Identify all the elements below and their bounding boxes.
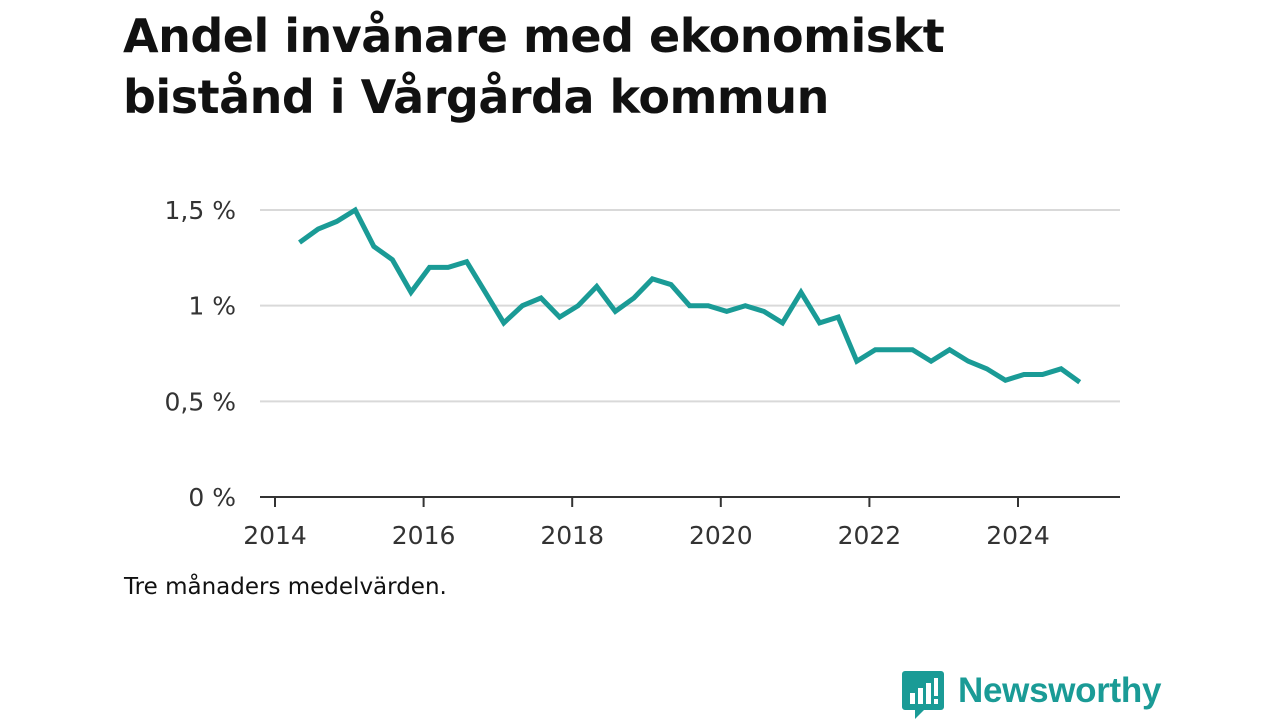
y-tick-label: 1 % bbox=[188, 292, 236, 321]
gridlines bbox=[260, 209, 1120, 507]
y-tick-label: 0 % bbox=[188, 483, 236, 512]
series-layer bbox=[298, 206, 1082, 385]
chat-bar-chart-icon bbox=[902, 671, 944, 719]
x-axis-tick-labels: 2014 2016 2018 2020 2022 2024 bbox=[243, 521, 1050, 550]
chart-note: Tre månaders medelvärden. bbox=[124, 574, 447, 600]
x-tick-label: 2018 bbox=[540, 521, 604, 550]
brand-name: Newsworthy bbox=[958, 671, 1162, 710]
x-tick-label: 2016 bbox=[392, 521, 456, 550]
series-line bbox=[298, 206, 1082, 385]
y-axis-tick-labels: 0 % 0,5 % 1 % 1,5 % bbox=[165, 196, 236, 512]
x-tick-label: 2022 bbox=[838, 521, 902, 550]
y-tick-label: 0,5 % bbox=[165, 387, 236, 416]
newsworthy-logo[interactable]: Newsworthy bbox=[902, 671, 1162, 719]
y-tick-label: 1,5 % bbox=[165, 196, 236, 225]
x-tick-label: 2024 bbox=[986, 521, 1050, 550]
x-tick-label: 2020 bbox=[689, 521, 753, 550]
chart-title: Andel invånare med ekonomiskt bistånd i … bbox=[123, 9, 945, 124]
x-tick-label: 2014 bbox=[243, 521, 307, 550]
